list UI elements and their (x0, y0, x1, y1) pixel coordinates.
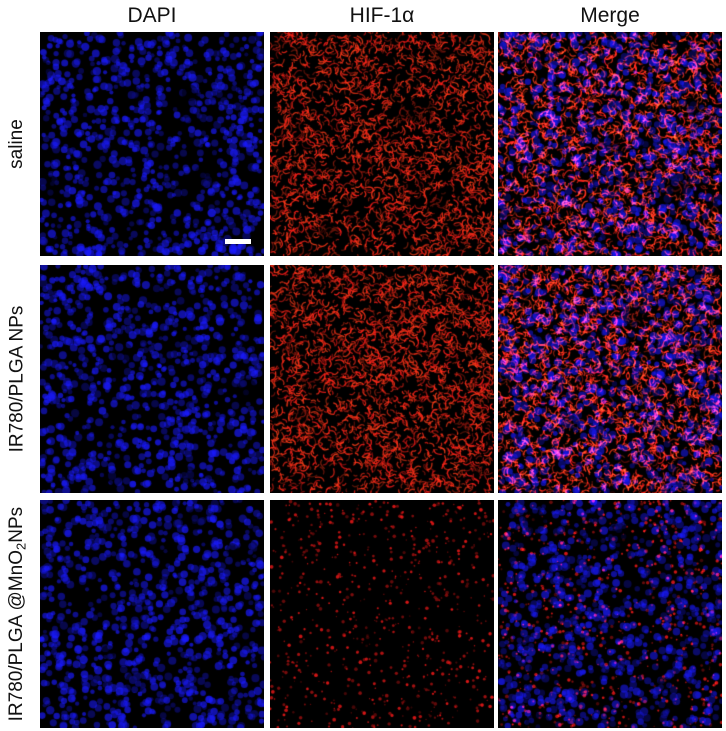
row-label-ir780-plga-mno2-text: IR780/PLGA @MnO2NPs (6, 507, 28, 721)
row-label-ir780-plga-mno2: IR780/PLGA @MnO2NPs (0, 500, 34, 728)
image-ir780-plga-mno2-merge (498, 500, 722, 728)
column-header-hif: HIF-1α (349, 4, 415, 27)
row-label-mno2-main: IR780/PLGA @MnO (5, 549, 27, 722)
scale-bar (225, 239, 251, 244)
panel-ir780-plga-hif (270, 265, 494, 493)
panel-saline-merge (498, 32, 722, 256)
row-label-mno2-subscript: 2 (13, 542, 29, 550)
column-header-dapi: DAPI (127, 4, 177, 27)
image-saline-dapi (40, 32, 264, 256)
row-label-ir780-plga: IR780/PLGA NPs (0, 265, 34, 493)
row-label-saline: saline (0, 32, 34, 256)
panel-ir780-plga-mno2-dapi (40, 500, 264, 728)
panel-ir780-plga-mno2-merge (498, 500, 722, 728)
panel-ir780-plga-merge (498, 265, 722, 493)
panel-ir780-plga-dapi (40, 265, 264, 493)
panel-ir780-plga-mno2-hif (270, 500, 494, 728)
column-header-merge: Merge (580, 4, 640, 27)
panel-saline-hif (270, 32, 494, 256)
panel-saline-dapi (40, 32, 264, 256)
row-label-ir780-plga-text: IR780/PLGA NPs (6, 305, 28, 453)
image-ir780-plga-hif (270, 265, 494, 493)
image-ir780-plga-merge (498, 265, 722, 493)
image-saline-merge (498, 32, 722, 256)
image-ir780-plga-mno2-hif (270, 500, 494, 728)
row-label-mno2-tail: NPs (5, 506, 27, 543)
row-label-saline-text: saline (6, 119, 27, 169)
image-ir780-plga-mno2-dapi (40, 500, 264, 728)
image-ir780-plga-dapi (40, 265, 264, 493)
image-saline-hif (270, 32, 494, 256)
